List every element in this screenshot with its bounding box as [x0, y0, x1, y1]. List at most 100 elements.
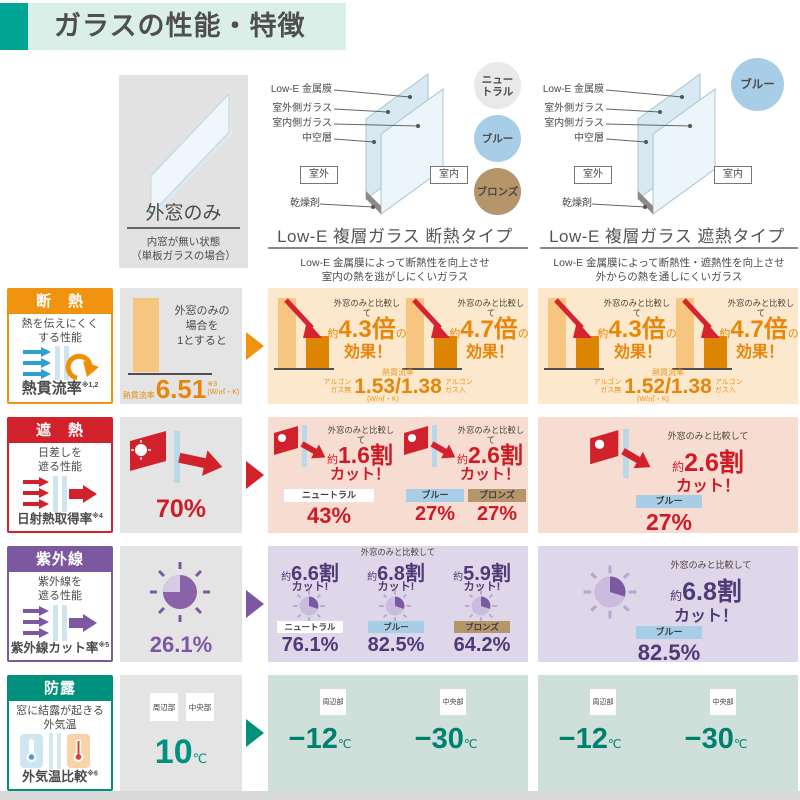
row-shading: 遮 熱 日差しを 遮る性能 日射熱取得率※4 — [0, 417, 800, 535]
cut-number: 5.9割 — [463, 563, 511, 585]
center-chip: 中央部 — [710, 689, 736, 715]
temperature-number: 10 — [154, 733, 193, 771]
thermometer-compare-icon — [20, 733, 90, 769]
insulation-subtitle-2: する性能 — [38, 332, 82, 344]
u-value-sup: ※3 — [207, 381, 218, 388]
uv-value-bronze: 64.2% — [453, 634, 511, 656]
argon-without-line1: アルゴン — [323, 379, 352, 386]
temperature-unit: ℃ — [337, 737, 352, 751]
baseline-bar — [133, 298, 159, 372]
shading-outer-cell: 70% — [120, 417, 242, 533]
uv-outer-cell: 26.1% — [120, 546, 242, 662]
outer-window-note-1: 内窓が無い状態 — [146, 236, 221, 248]
cut-number: 6.8割 — [377, 563, 425, 585]
shading-subtitle-2: 遮る性能 — [38, 461, 82, 473]
label-air-layer: 中空層 — [302, 133, 332, 144]
compare-note: 外窓のみと比較して — [333, 298, 401, 318]
uv-sha-cell: 外窓のみと比較して 約6.8割 カット！ ブルー 82.5% — [538, 546, 798, 665]
label-inner-glass: 室内側ガラス — [272, 118, 332, 129]
neutral-swatch-line2: トラル — [481, 85, 514, 98]
uv-metric-label: 紫外線カット率 — [10, 641, 99, 655]
right-arrow-icon — [246, 719, 264, 747]
sun-arrow-icon — [590, 429, 651, 479]
u-value-unit: (W/㎡・K) — [367, 396, 399, 403]
uv-sun-icon — [583, 565, 637, 619]
condensation-outer-cell: 周辺部 中央部 10℃ — [120, 675, 242, 791]
insulation-type-desc-2: 室内の熱を逃がしにくいガラス — [321, 271, 469, 283]
effect-value-1: 約4.3倍の — [326, 309, 408, 344]
perimeter-temperature: −12℃ — [270, 723, 370, 756]
compare-note: 外窓のみと比較して — [457, 425, 525, 445]
shading-row-title: 遮 熱 — [9, 419, 111, 443]
center-temperature: −30℃ — [666, 723, 766, 756]
approx-label: 約 — [719, 328, 731, 340]
label-outdoor: 室外 — [300, 166, 338, 184]
right-arrow-icon — [246, 461, 264, 489]
u-value-ratio-row: アルゴン ガス無 1.52/1.38 アルゴン ガス入 — [538, 375, 798, 399]
condensation-subtitle-1: 窓に結露が起きる — [16, 705, 104, 717]
compare-note: 外窓のみと比較して — [670, 560, 752, 570]
effect-number: 4.3 — [608, 316, 642, 343]
insulation-header-card: 断 熱 熱を伝えにくく する性能 熱貫流率※1,2 — [7, 288, 113, 404]
shading-sha-cell: 外窓のみと比較して 約2.6割 カット！ ブルー 27% — [538, 417, 798, 535]
effect-value-2: 約4.7倍の — [448, 309, 530, 344]
cut-number: 2.6割 — [468, 442, 523, 468]
approx-label: 約 — [457, 454, 468, 466]
times-label: 倍 — [371, 316, 396, 343]
label-air-layer: 中空層 — [574, 133, 604, 144]
label-outer-glass: 室外側ガラス — [544, 103, 604, 114]
center-chip: 中央部 — [440, 689, 466, 715]
page-title: ガラスの性能・特徴 — [54, 11, 306, 41]
uv-row-title: 紫外線 — [9, 548, 111, 572]
cut-value-2: 約2.6割 — [450, 436, 530, 470]
cut-label: カット！ — [330, 466, 391, 483]
right-arrow-icon — [246, 590, 264, 618]
approx-label: 約 — [367, 572, 378, 583]
insulation-sha-cell: 外窓のみと比較して 約4.3倍の 効果！ 外窓のみと比較して 約4.7倍の 効果… — [538, 288, 800, 404]
no-label: の — [517, 328, 529, 340]
shgc-value-neutral: 43% — [306, 503, 352, 528]
bronze-swatch-label: ブロンズ — [476, 185, 519, 198]
shading-ins-cell: 外窓のみと比較して 約1.6割 カット！ ニュートラル 43% 外窓のみと比較し… — [268, 417, 528, 533]
compare-note: 外窓のみと比較して — [667, 431, 749, 441]
blue-chip: ブルー — [368, 621, 424, 633]
condensation-metric-label: 外気温比較 — [22, 769, 88, 784]
temperature-unit: ℃ — [463, 737, 478, 751]
compare-note: 外窓のみと比較して — [603, 298, 671, 318]
baseline-note-line2: 場合を — [185, 320, 219, 332]
shading-metric-label: 日射熱取得率 — [17, 512, 93, 526]
insulation-ins-cell: 外窓のみと比較して 約4.3倍の 効果！ 外窓のみと比較して 約4.7倍の 効果… — [268, 288, 530, 404]
label-desiccant: 乾燥剤 — [562, 198, 592, 209]
label-indoor: 室内 — [714, 166, 752, 184]
effect-label: 効果！ — [343, 344, 392, 361]
label-lowe-film: Low-E 金属膜 — [542, 84, 604, 95]
bronze-chip: ブロンズ — [468, 489, 526, 502]
compare-note: 外窓のみと比較して — [727, 298, 795, 318]
argon-without-line1: アルゴン — [593, 379, 622, 386]
approx-label: 約 — [597, 328, 609, 340]
uv-metric-sup: ※5 — [98, 641, 110, 649]
approx-label: 約 — [327, 328, 339, 340]
temperature-unit: ℃ — [733, 737, 748, 751]
uv-sun-icon — [464, 589, 498, 623]
insulation-metric-label: 熱貫流率 — [21, 380, 82, 397]
label-inner-glass: 室内側ガラス — [544, 118, 604, 129]
cut-label: カット！ — [675, 478, 740, 495]
neutral-chip: ニュートラル — [284, 489, 374, 502]
shading-header-card: 遮 熱 日差しを 遮る性能 日射熱取得率※4 — [7, 417, 113, 533]
u-value-unit: (W/㎡・K) — [207, 389, 240, 396]
condensation-subtitle-2: 外気温 — [43, 719, 77, 731]
double-glazing-icon — [591, 73, 716, 215]
cut-label: カット! — [291, 581, 329, 593]
approx-label: 約 — [670, 589, 683, 603]
u-value-ratio: 1.53/1.38 — [354, 375, 442, 398]
condensation-metric: 外気温比較※6 — [9, 766, 111, 785]
u-value-unit-stack: ※3 (W/㎡・K) — [207, 381, 239, 397]
uv-value-blue: 82.5% — [367, 634, 425, 656]
label-desiccant: 乾燥剤 — [290, 198, 320, 209]
effect-value-2: 約4.7倍の — [718, 309, 800, 344]
insulation-outer-cell: 外窓のみの 場合を 1とすると 熱貫流率 6.51 ※3 (W/㎡・K) — [120, 288, 242, 404]
argon-without-line2: ガス無 — [600, 387, 622, 394]
blue-swatch-label: ブルー — [740, 78, 775, 91]
times-label: 倍 — [763, 316, 788, 343]
